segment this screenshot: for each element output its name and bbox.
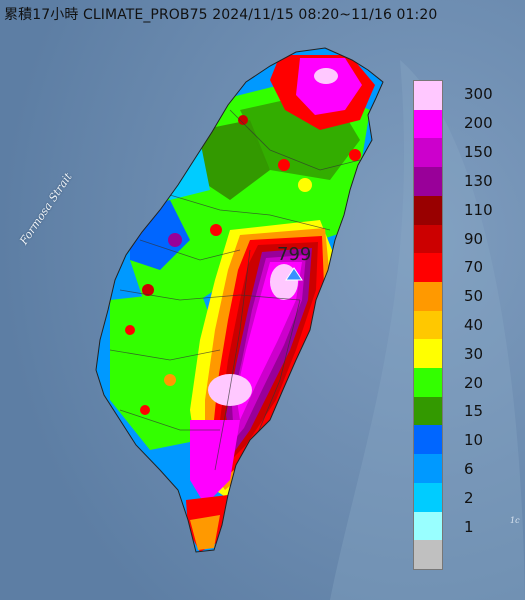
legend-swatch	[414, 339, 442, 369]
legend-label: 110	[464, 200, 493, 219]
legend-swatch	[414, 511, 442, 541]
legend-label: 30	[464, 344, 484, 363]
legend-label: 70	[464, 258, 484, 277]
legend-label: 50	[464, 287, 484, 306]
legend-swatch	[414, 253, 442, 282]
legend-label: 10	[464, 431, 484, 450]
legend-label: 1	[464, 517, 474, 536]
edge-label: 1c	[510, 516, 520, 525]
legend-swatch	[414, 281, 442, 311]
county-boundaries	[109, 109, 361, 471]
legend-label: 40	[464, 316, 484, 334]
legend-label: 90	[464, 229, 484, 248]
color-legend	[413, 80, 443, 570]
legend-swatch	[414, 167, 442, 196]
legend-label: 150	[464, 143, 493, 162]
legend-label: 2	[464, 488, 474, 507]
map-title: 累積17小時 CLIMATE_PROB75 2024/11/15 08:20~1…	[4, 7, 438, 23]
legend-swatch	[414, 454, 442, 483]
legend-label: 15	[464, 402, 484, 421]
legend-label: 6	[464, 460, 474, 479]
legend-swatch	[414, 109, 442, 139]
legend-swatch	[414, 482, 442, 512]
legend-label: 300	[464, 85, 493, 104]
taiwan-coastline	[95, 47, 384, 553]
legend-label: 130	[464, 171, 493, 190]
legend-label: 20	[464, 373, 484, 392]
legend-swatch	[414, 138, 442, 168]
max-marker-icon	[285, 267, 303, 281]
legend-label: 200	[464, 114, 493, 133]
max-value-label: 799	[277, 244, 312, 265]
legend-swatch	[414, 368, 442, 397]
rainfall-fields	[96, 48, 383, 552]
legend-swatch	[414, 195, 442, 225]
legend-swatch	[414, 81, 442, 110]
legend-swatch	[414, 310, 442, 340]
legend-swatch	[414, 540, 442, 569]
legend-swatch	[414, 224, 442, 254]
legend-swatch	[414, 425, 442, 455]
legend-swatch	[414, 396, 442, 426]
